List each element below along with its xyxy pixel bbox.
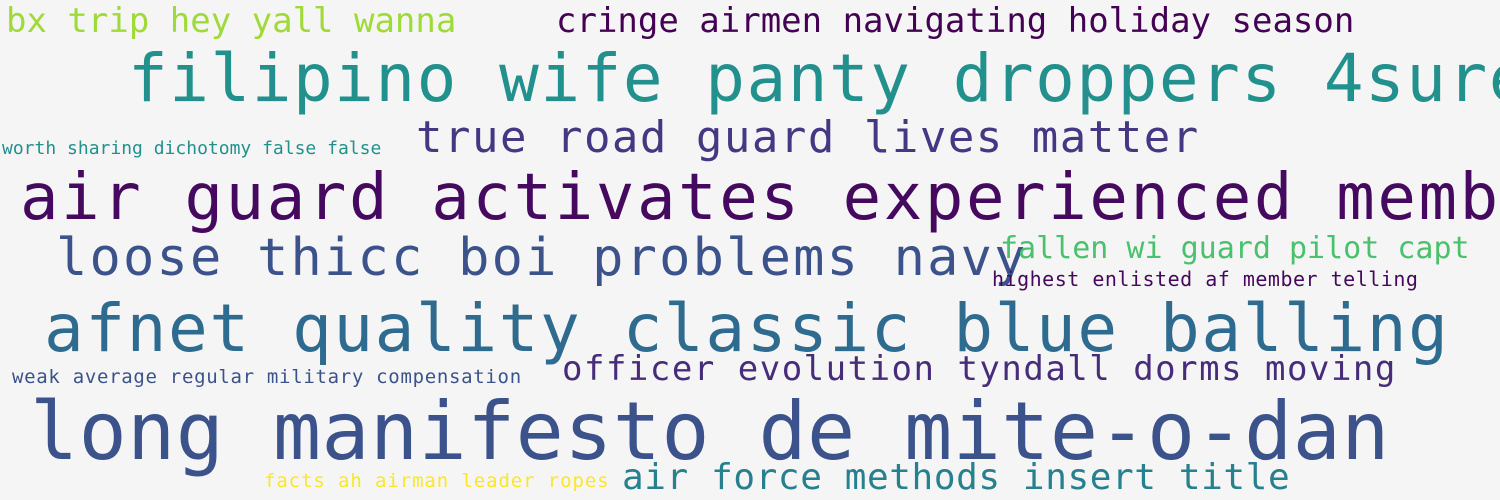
cloud-word: afnet quality classic blue balling	[44, 290, 1450, 367]
cloud-word: long manifesto de mite-o-dan	[30, 385, 1390, 478]
cloud-word: air guard activates experienced members	[20, 161, 1500, 235]
cloud-word: cringe airmen navigating holiday season	[556, 1, 1355, 41]
cloud-word: weak average regular military compensati…	[12, 366, 522, 388]
cloud-word: facts ah airman leader ropes	[264, 470, 610, 492]
cloud-word: true road guard lives matter	[416, 112, 1200, 163]
cloud-word: officer evolution tyndall dorms moving	[562, 349, 1397, 389]
cloud-word: air force methods insert title	[622, 457, 1291, 498]
cloud-word: bx trip hey yall wanna	[6, 1, 457, 41]
cloud-word: fallen wi guard pilot capt	[1000, 231, 1470, 266]
cloud-word: worth sharing dichotomy false false	[2, 138, 382, 159]
cloud-word: highest enlisted af member telling	[992, 267, 1419, 291]
cloud-word: loose thicc boi problems navy	[56, 228, 1028, 288]
cloud-word: filipino wife panty droppers 4sure	[128, 40, 1500, 117]
